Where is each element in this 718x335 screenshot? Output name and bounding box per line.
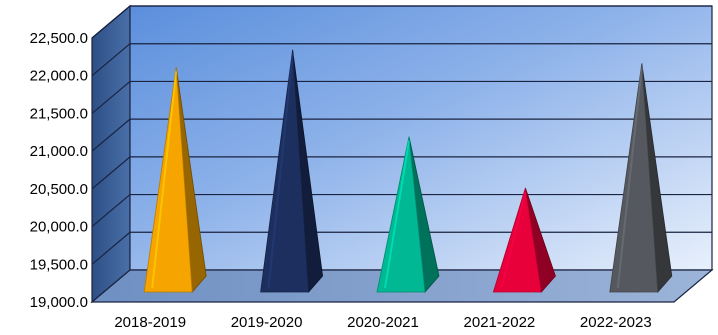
gridline: [91, 118, 712, 152]
bar-front-face: [376, 136, 426, 293]
bar-front-face: [609, 63, 659, 293]
y-tick-label: 20,000.0: [30, 219, 88, 236]
y-tick-label: 21,500.0: [30, 105, 88, 122]
bar-front-face: [143, 67, 193, 293]
gridline: [91, 193, 712, 228]
bar-front-face: [260, 49, 310, 293]
x-tick-label: 2021-2022: [464, 314, 536, 331]
gridline: [91, 156, 712, 190]
x-axis: 2018-2019 2019-2020 2020-2021 2021-2022 2022…: [114, 314, 651, 331]
bar-2018-2019: [143, 67, 207, 293]
bar-2020-2021: [376, 136, 440, 293]
gridline: [91, 5, 712, 39]
gridlines: [91, 5, 712, 265]
x-tick-label: 2019-2020: [231, 314, 303, 331]
y-tick-label: 22,000.0: [30, 68, 88, 85]
y-tick-label: 19,500.0: [30, 256, 88, 273]
bar-front-face: [492, 187, 542, 293]
x-tick-label: 2022-2023: [580, 314, 652, 331]
y-tick-label: 22,500.0: [30, 30, 88, 47]
bar-highlight: [616, 67, 643, 289]
gridline: [91, 80, 712, 114]
bar-highlight: [500, 191, 527, 289]
bar-2021-2022: [492, 187, 556, 293]
y-tick-label: 21,000.0: [30, 143, 88, 160]
x-tick-label: 2018-2019: [114, 314, 186, 331]
side-wall: [91, 4, 131, 304]
x-tick-label: 2020-2021: [347, 314, 419, 331]
bar-2022-2023: [609, 63, 673, 293]
bars: [143, 49, 673, 293]
bar-highlight: [267, 53, 294, 289]
bar-highlight: [384, 140, 410, 289]
bar-2019-2020: [260, 49, 324, 293]
y-tick-label: 19,000.0: [30, 294, 88, 311]
bar-highlight: [151, 71, 178, 289]
y-axis: 19,000.0 19,500.0 20,000.0 20,500.0 21,000.0…: [30, 30, 88, 311]
gridline: [91, 43, 712, 77]
y-tick-label: 20,500.0: [30, 181, 88, 198]
